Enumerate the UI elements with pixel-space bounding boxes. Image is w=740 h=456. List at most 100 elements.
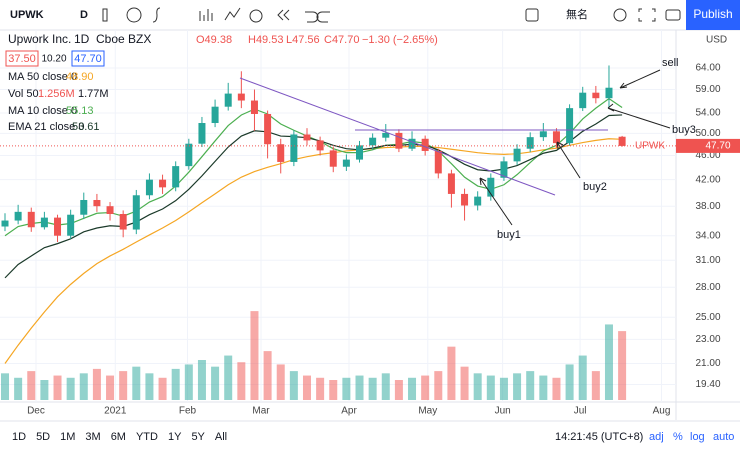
range-button[interactable]: 5D bbox=[36, 431, 50, 443]
ma-line bbox=[4, 138, 623, 364]
candle-body bbox=[605, 87, 613, 99]
sell-box[interactable] bbox=[5, 50, 39, 67]
range-button[interactable]: 1M bbox=[60, 431, 75, 443]
volume-bar bbox=[145, 373, 154, 400]
candle-body bbox=[539, 131, 547, 138]
currency[interactable]: USD bbox=[706, 35, 727, 46]
range-button[interactable]: 3M bbox=[85, 431, 100, 443]
candle-body bbox=[250, 100, 258, 114]
candle-body bbox=[185, 143, 193, 167]
volume-bar bbox=[618, 331, 627, 400]
volume-bar bbox=[53, 375, 62, 400]
candle-body bbox=[237, 93, 245, 101]
volume-bar bbox=[355, 375, 364, 400]
y-tick-label: 34.00 bbox=[695, 230, 720, 241]
ind-value: 1.256M bbox=[38, 88, 75, 100]
candle-body bbox=[500, 161, 508, 178]
x-tick-label: Apr bbox=[341, 406, 357, 417]
scale-option[interactable]: adj bbox=[649, 431, 664, 443]
toolbar bbox=[0, 0, 740, 30]
y-tick-label: 25.00 bbox=[695, 312, 720, 323]
scale-option[interactable]: log bbox=[690, 431, 705, 443]
legend-interval: 1D bbox=[74, 32, 90, 46]
range-button[interactable]: 5Y bbox=[191, 431, 205, 443]
interval[interactable]: D bbox=[80, 9, 88, 21]
volume-bar bbox=[526, 371, 535, 400]
candle-body bbox=[132, 195, 140, 230]
x-tick-label: Jul bbox=[574, 406, 587, 417]
publish-button[interactable] bbox=[686, 0, 740, 30]
toolbar-icons[interactable] bbox=[102, 7, 681, 23]
candle-body bbox=[54, 217, 62, 236]
ind-name: MA 50 close 0 bbox=[8, 71, 77, 83]
price-tag-symbol: UPWK bbox=[635, 141, 665, 152]
volume-bar bbox=[250, 311, 259, 400]
volume-bar bbox=[106, 375, 115, 400]
candle-body bbox=[434, 150, 442, 174]
price-tag bbox=[676, 138, 740, 153]
candle-body bbox=[303, 134, 311, 141]
candle-body bbox=[172, 166, 180, 188]
ma-line bbox=[4, 114, 623, 279]
publish-label[interactable]: Publish bbox=[693, 7, 732, 21]
candle-body bbox=[67, 214, 75, 236]
volume-bar bbox=[184, 364, 193, 400]
legend-h: H49.53 bbox=[248, 34, 283, 46]
candle-body bbox=[487, 177, 495, 197]
candle-body bbox=[552, 131, 560, 144]
ind-name: EMA 21 close 0 bbox=[8, 121, 84, 133]
volume-bar bbox=[79, 373, 88, 400]
candle-body bbox=[592, 92, 600, 99]
y-tick-label: 31.00 bbox=[695, 255, 720, 266]
volume-bar bbox=[486, 375, 495, 400]
candle-body bbox=[264, 113, 272, 145]
candle-body bbox=[277, 144, 285, 162]
x-tick-label: Aug bbox=[653, 406, 671, 417]
y-tick-label: 54.00 bbox=[695, 108, 720, 119]
legend-change: −1.30 (−2.65%) bbox=[362, 34, 438, 46]
candle-body bbox=[369, 137, 377, 146]
y-tick-label: 42.00 bbox=[695, 174, 720, 185]
volume-bar bbox=[421, 375, 430, 400]
candle-body bbox=[382, 132, 390, 138]
candle-body bbox=[395, 132, 403, 149]
volume-bar bbox=[381, 373, 390, 400]
symbol[interactable]: UPWK bbox=[10, 9, 44, 21]
candle-body bbox=[447, 173, 455, 194]
candle-body bbox=[159, 179, 167, 188]
volume-bar bbox=[499, 377, 508, 400]
scale-option[interactable]: % bbox=[673, 431, 683, 443]
range-button[interactable]: All bbox=[215, 431, 227, 443]
candle-body bbox=[290, 134, 298, 162]
layout-name[interactable]: 無名 bbox=[566, 7, 588, 21]
range-button[interactable]: YTD bbox=[136, 431, 158, 443]
candle-body bbox=[198, 123, 206, 144]
sell-price[interactable]: 37.50 bbox=[8, 53, 36, 65]
range-button[interactable]: 6M bbox=[111, 431, 126, 443]
ind-value: 1.77M bbox=[78, 88, 109, 100]
volume-bar bbox=[460, 366, 469, 400]
y-tick-label: 23.00 bbox=[695, 334, 720, 345]
volume-bar bbox=[224, 355, 233, 400]
volume-bar bbox=[552, 377, 561, 400]
legend: Upwork Inc. 1D Cboe BZX O49.38 H49.53 L4… bbox=[5, 32, 438, 133]
candle-body bbox=[1, 220, 9, 227]
volume-bar bbox=[408, 377, 417, 400]
ind-name: Vol 50 bbox=[8, 88, 39, 100]
volume-bar bbox=[473, 373, 482, 400]
volume-bar bbox=[132, 366, 141, 400]
buy-price[interactable]: 47.70 bbox=[74, 53, 102, 65]
bottom-bar: 1D 5D 1M 3M 6M YTD 1Y 5Y All adj% log auto bbox=[12, 431, 734, 443]
buy-box[interactable] bbox=[71, 50, 105, 67]
range-button[interactable]: 1D bbox=[12, 431, 26, 443]
scale-option[interactable]: auto bbox=[713, 431, 734, 443]
legend-name: Upwork Inc. bbox=[8, 32, 71, 46]
x-tick-label: Mar bbox=[252, 406, 270, 417]
legend-l: L47.56 bbox=[286, 34, 320, 46]
volume-bar bbox=[447, 346, 456, 400]
volume-bar bbox=[565, 364, 574, 400]
range-button[interactable]: 1Y bbox=[168, 431, 182, 443]
y-tick-label: 19.40 bbox=[695, 379, 720, 390]
volume-bar bbox=[578, 355, 587, 400]
